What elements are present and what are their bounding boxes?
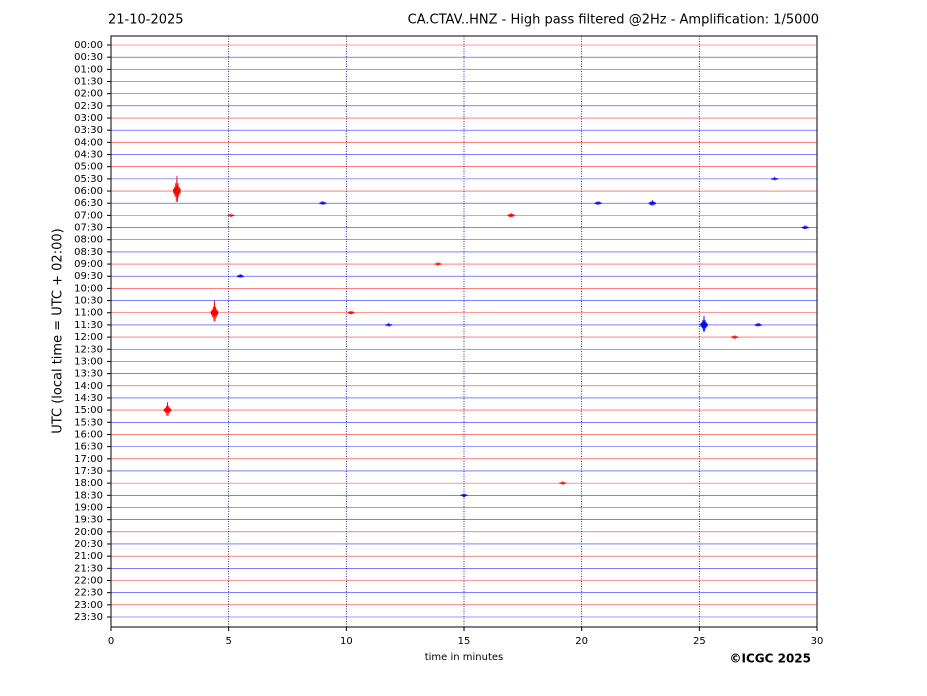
y-tick-label: 22:30 xyxy=(74,588,103,599)
y-tick-label: 16:00 xyxy=(74,429,103,440)
event xyxy=(648,200,657,206)
x-tick-label: 20 xyxy=(575,636,588,647)
y-tick-label: 15:30 xyxy=(74,417,103,428)
event xyxy=(347,310,355,315)
y-tick-label: 11:00 xyxy=(74,308,103,319)
x-tick-label: 15 xyxy=(458,636,471,647)
x-tick-label: 5 xyxy=(225,636,231,647)
event xyxy=(163,402,172,416)
y-tick-label: 03:30 xyxy=(74,125,103,136)
credit: ©ICGC 2025 xyxy=(729,652,811,666)
event xyxy=(384,322,393,328)
event xyxy=(318,201,327,205)
y-tick-label: 18:00 xyxy=(74,478,103,489)
y-tick-label: 02:00 xyxy=(74,89,103,100)
y-tick-label: 06:00 xyxy=(74,186,103,197)
y-tick-label: 14:30 xyxy=(74,393,103,404)
y-tick-label: 18:30 xyxy=(74,490,103,501)
y-tick-label: 23:00 xyxy=(74,600,103,611)
y-tick-label: 20:30 xyxy=(74,539,103,550)
y-tick-label: 17:30 xyxy=(74,466,103,477)
event xyxy=(770,176,779,181)
event xyxy=(700,315,708,332)
y-tick-label: 11:30 xyxy=(74,320,103,331)
event xyxy=(210,300,219,322)
y-tick-label: 08:00 xyxy=(74,235,103,246)
y-tick-label: 15:00 xyxy=(74,405,103,416)
event xyxy=(460,493,468,498)
y-tick-label: 23:30 xyxy=(74,612,103,623)
y-tick-label: 04:30 xyxy=(74,150,103,161)
y-tick-label: 02:30 xyxy=(74,101,103,112)
event xyxy=(507,212,516,218)
y-tick-label: 03:00 xyxy=(74,113,103,124)
y-tick-label: 01:30 xyxy=(74,77,103,88)
event xyxy=(172,175,181,202)
y-tick-label: 07:30 xyxy=(74,223,103,234)
x-tick-label: 30 xyxy=(811,636,824,647)
event xyxy=(434,261,442,267)
y-tick-label: 09:30 xyxy=(74,271,103,282)
y-tick-label: 10:30 xyxy=(74,296,103,307)
y-tick-label: 17:00 xyxy=(74,454,103,465)
y-tick-label: 04:00 xyxy=(74,137,103,148)
y-tick-label: 05:00 xyxy=(74,162,103,173)
event xyxy=(754,322,763,327)
y-tick-label: 12:00 xyxy=(74,332,103,343)
y-tick-label: 21:30 xyxy=(74,563,103,574)
y-tick-label: 14:00 xyxy=(74,381,103,392)
y-tick-label: 05:30 xyxy=(74,174,103,185)
y-tick-label: 01:00 xyxy=(74,64,103,75)
y-tick-label: 10:00 xyxy=(74,283,103,294)
y-tick-label: 19:00 xyxy=(74,502,103,513)
x-tick-label: 10 xyxy=(340,636,353,647)
x-tick-label: 25 xyxy=(693,636,706,647)
y-tick-label: 09:00 xyxy=(74,259,103,270)
y-tick-label: 12:30 xyxy=(74,344,103,355)
y-tick-label: 13:30 xyxy=(74,369,103,380)
event xyxy=(236,274,245,278)
y-tick-label: 00:00 xyxy=(74,40,103,51)
event xyxy=(558,480,567,486)
event xyxy=(227,212,235,218)
event xyxy=(801,225,810,230)
y-tick-label: 13:00 xyxy=(74,356,103,367)
y-tick-label: 20:00 xyxy=(74,527,103,538)
y-tick-label: 07:00 xyxy=(74,210,103,221)
x-tick-label: 0 xyxy=(108,636,114,647)
y-tick-label: 00:30 xyxy=(74,52,103,63)
y-tick-label: 22:00 xyxy=(74,575,103,586)
chart-title: CA.CTAV..HNZ - High pass filtered @2Hz -… xyxy=(408,13,819,28)
y-tick-label: 16:30 xyxy=(74,442,103,453)
y-tick-label: 06:30 xyxy=(74,198,103,209)
y-tick-label: 21:00 xyxy=(74,551,103,562)
y-tick-label: 08:30 xyxy=(74,247,103,258)
y-axis-label: UTC (local time = UTC + 02:00) xyxy=(51,228,66,433)
x-axis-label: time in minutes xyxy=(425,652,504,663)
event xyxy=(594,201,602,205)
date-title: 21-10-2025 xyxy=(108,13,184,28)
y-tick-label: 19:30 xyxy=(74,515,103,526)
event xyxy=(730,335,739,340)
